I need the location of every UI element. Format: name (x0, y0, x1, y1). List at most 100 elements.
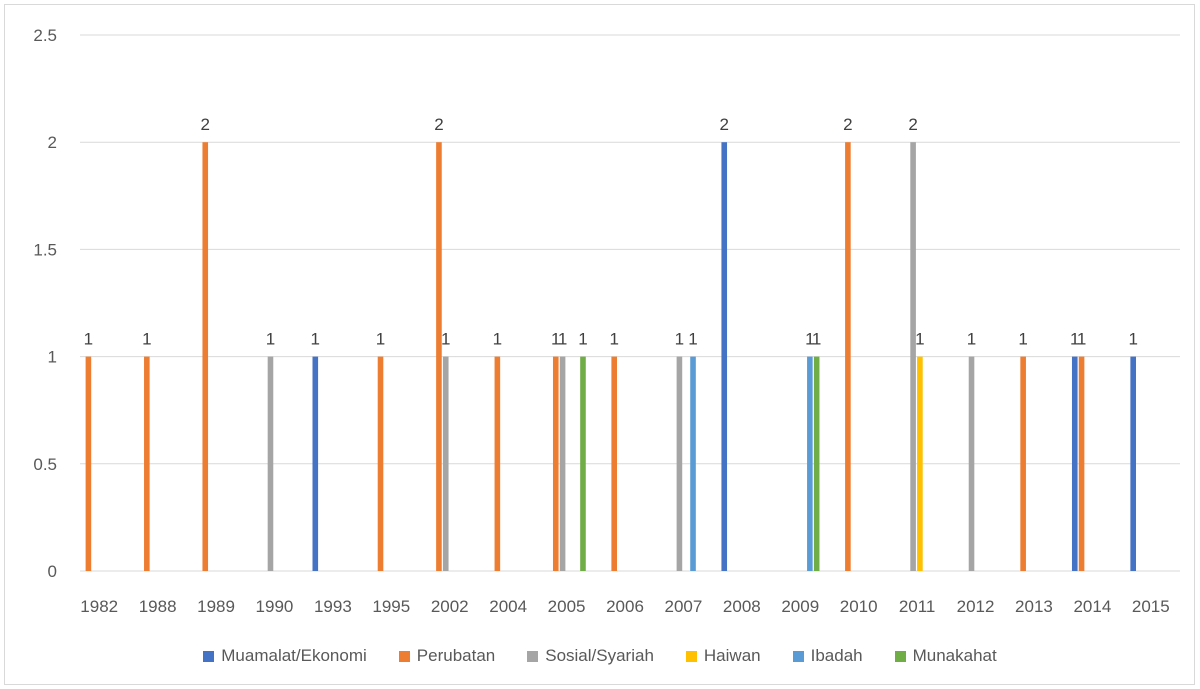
legend-label: Perubatan (416, 646, 496, 665)
bar (611, 356, 617, 571)
bar (442, 356, 449, 571)
y-tick-label: 1.5 (33, 240, 57, 259)
y-tick-label: 0 (48, 562, 57, 581)
bar (1130, 356, 1136, 571)
bar (377, 356, 384, 571)
data-label: 1 (558, 330, 567, 349)
data-label: 1 (1128, 330, 1137, 349)
bar (1020, 356, 1026, 571)
bar (494, 356, 501, 571)
data-label: 1 (1018, 330, 1027, 349)
legend-entry: Muamalat/Ekonomi (203, 646, 367, 666)
x-tick-label: 2005 (548, 597, 586, 616)
data-label: 1 (675, 330, 684, 349)
bar (807, 356, 813, 571)
x-tick-label: 1995 (372, 597, 410, 616)
bar (910, 142, 916, 571)
data-label: 2 (720, 115, 729, 134)
legend-label: Ibadah (810, 646, 863, 665)
x-tick-label: 2010 (840, 597, 878, 616)
x-tick-label: 2006 (606, 597, 644, 616)
legend: Muamalat/Ekonomi Perubatan Sosial/Syariah H… (0, 644, 1200, 668)
legend-swatch (203, 650, 215, 662)
legend-entry: Sosial/Syariah (527, 646, 654, 666)
legend-label: Muamalat/Ekonomi (221, 646, 367, 665)
legend-swatch (894, 650, 906, 662)
bar (312, 356, 319, 571)
data-label: 1 (688, 330, 697, 349)
x-tick-label: 2004 (489, 597, 527, 616)
x-tick-label: 2015 (1132, 597, 1170, 616)
x-tick-label: 2002 (431, 597, 469, 616)
bar (676, 356, 683, 571)
data-label: 1 (805, 330, 814, 349)
legend-entry: Munakahat (894, 646, 997, 666)
data-label: 2 (843, 115, 852, 134)
legend-swatch (398, 650, 410, 662)
x-tick-label: 2009 (781, 597, 819, 616)
x-tick-label: 2008 (723, 597, 761, 616)
data-label: 1 (1077, 330, 1086, 349)
bar (267, 356, 274, 571)
legend-swatch (527, 650, 539, 662)
y-tick-label: 2 (48, 133, 57, 152)
data-label: 1 (609, 330, 618, 349)
data-label: 2 (908, 115, 917, 134)
x-tick-label: 2012 (957, 597, 995, 616)
bar (721, 142, 728, 571)
bar (144, 356, 150, 571)
legend-entry: Haiwan (685, 646, 761, 666)
data-label: 1 (812, 330, 821, 349)
bar (917, 356, 923, 571)
x-tick-label: 2014 (1073, 597, 1111, 616)
data-label: 1 (376, 330, 385, 349)
x-tick-label: 2013 (1015, 597, 1053, 616)
bar (1078, 356, 1085, 571)
bar (85, 356, 92, 571)
x-tick-label: 2011 (899, 597, 936, 616)
bar (968, 356, 975, 571)
bar (202, 142, 209, 571)
data-label: 1 (266, 330, 275, 349)
bar (559, 356, 566, 571)
x-tick-label: 1982 (80, 597, 118, 616)
bar (813, 356, 820, 571)
data-label: 2 (201, 115, 210, 134)
data-label: 1 (493, 330, 502, 349)
data-label: 1 (967, 330, 976, 349)
y-tick-label: 2.5 (33, 26, 57, 45)
data-label: 1 (578, 330, 587, 349)
data-label: 2 (434, 115, 443, 134)
y-axis-ticks: 0 0.5 1 1.5 2 2.5 (33, 26, 57, 581)
x-tick-label: 1988 (139, 597, 177, 616)
bar (552, 356, 559, 571)
bar (845, 142, 851, 571)
legend-label: Haiwan (703, 646, 761, 665)
legend-entry: Perubatan (398, 646, 496, 666)
bar (436, 142, 442, 571)
data-label: 1 (84, 330, 93, 349)
bar (580, 356, 586, 571)
bar (690, 356, 696, 571)
data-label: 1 (441, 330, 450, 349)
bars (85, 142, 1136, 571)
gridlines (80, 34, 1180, 572)
data-label: 1 (551, 330, 560, 349)
legend-swatch (685, 650, 697, 662)
data-label: 1 (142, 330, 151, 349)
bar (1071, 356, 1078, 571)
x-tick-label: 1990 (256, 597, 294, 616)
x-axis-ticks: 1982 1988 1989 1990 1993 1995 2002 2004 2005 2006… (80, 597, 1169, 616)
legend-label: Sosial/Syariah (545, 646, 654, 665)
data-label: 1 (1070, 330, 1079, 349)
legend-entry: Ibadah (792, 646, 863, 666)
x-tick-label: 1993 (314, 597, 352, 616)
y-tick-label: 0.5 (33, 455, 57, 474)
legend-label: Munakahat (912, 646, 997, 665)
legend-swatch (792, 650, 804, 662)
x-tick-label: 2007 (665, 597, 703, 616)
data-label: 1 (915, 330, 924, 349)
x-tick-label: 1989 (197, 597, 235, 616)
